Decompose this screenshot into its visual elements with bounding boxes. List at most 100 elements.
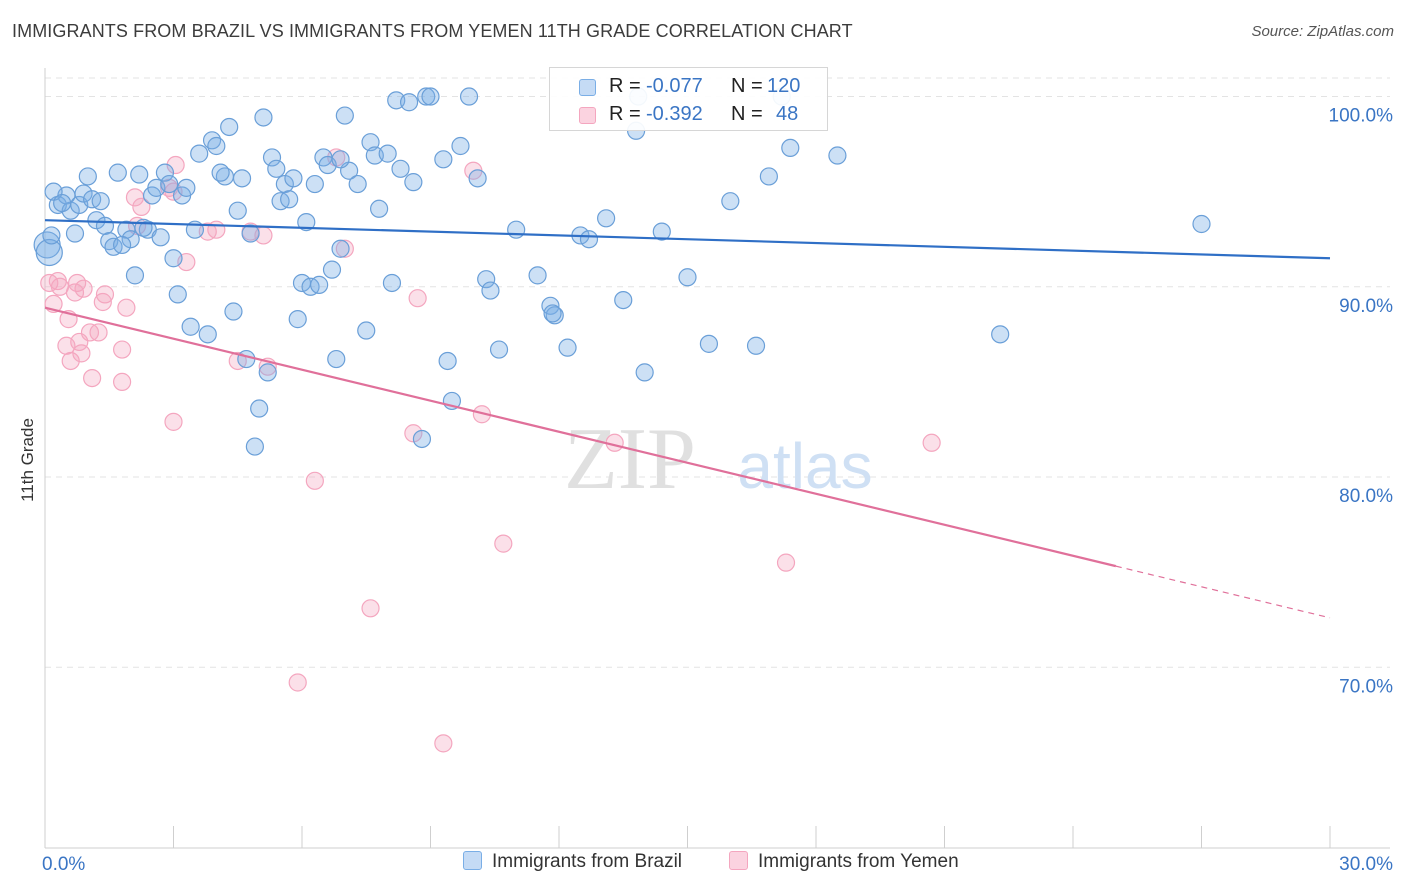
legend-item-brazil: Immigrants from Brazil — [463, 851, 682, 873]
brazil-point — [42, 226, 61, 245]
yemen-point — [288, 673, 307, 692]
brazil-point — [438, 351, 457, 371]
yemen-legend-swatch — [729, 851, 748, 870]
brazil-point — [357, 321, 376, 340]
brazil-point — [245, 437, 264, 456]
brazil-point — [112, 235, 132, 255]
n-label: N = — [731, 103, 763, 125]
n-value-yemen: 48 — [776, 103, 799, 125]
x-tick-label: 0.0% — [42, 854, 85, 875]
yemen-point — [207, 220, 226, 239]
brazil-point — [211, 163, 230, 182]
brazil-point — [207, 136, 226, 156]
brazil-point — [108, 163, 127, 182]
brazil-point — [746, 336, 766, 355]
brazil-point — [331, 150, 350, 169]
brazil-point — [224, 302, 243, 321]
brazil-point — [335, 106, 354, 125]
yemen-point — [89, 323, 108, 342]
brazil-point — [404, 173, 423, 192]
yemen-point — [494, 534, 513, 553]
brazil-point — [254, 108, 273, 127]
yemen-point — [95, 285, 115, 304]
brazil-point — [125, 266, 145, 285]
brazil-point — [348, 174, 367, 194]
brazil-point — [558, 338, 577, 357]
yemen-point — [117, 298, 136, 317]
brazil-point — [250, 399, 269, 418]
y-tick-label: 70.0% — [1339, 676, 1393, 697]
trend-lines — [44, 219, 1331, 619]
brazil-point — [507, 220, 526, 239]
brazil-point — [228, 201, 247, 220]
brazil-point — [164, 249, 183, 268]
brazil-point — [1192, 214, 1211, 234]
brazil-legend-swatch — [463, 851, 482, 870]
brazil-point — [543, 304, 562, 323]
brazil-point — [168, 285, 187, 304]
brazil-point — [177, 178, 196, 197]
r-label: R = — [609, 103, 641, 125]
brazil-point — [391, 159, 410, 178]
legend-label-brazil: Immigrants from Brazil — [492, 851, 683, 872]
yemen-point — [112, 372, 132, 392]
source-label: Source: ZipAtlas.com — [1251, 23, 1394, 40]
brazil-point — [759, 167, 778, 186]
yemen-point — [132, 197, 151, 216]
brazil-point — [284, 169, 303, 188]
stats-legend: R = -0.077 N = 120 R = -0.392 N = 48 — [549, 67, 828, 131]
r-label: R = — [609, 75, 641, 97]
brazil-point — [828, 146, 847, 165]
brazil-point — [181, 317, 200, 336]
brazil-point — [699, 334, 719, 353]
brazil-point — [130, 165, 149, 184]
brazil-point — [721, 192, 740, 211]
brazil-point — [305, 174, 324, 194]
yemen-point — [305, 471, 324, 490]
stats-row-brazil: R = -0.077 N = 120 — [550, 73, 827, 101]
brazil-point — [220, 117, 239, 137]
y-tick-label: 80.0% — [1339, 486, 1393, 507]
yemen-trend-extension — [1115, 565, 1331, 619]
brazil-point — [78, 167, 97, 186]
yemen-point — [335, 239, 354, 258]
brazil-point — [160, 174, 179, 194]
r-value-brazil: -0.077 — [646, 75, 703, 97]
y-tick-label: 90.0% — [1339, 296, 1393, 317]
brazil-point — [327, 349, 346, 369]
brazil-points — [33, 87, 1211, 456]
yemen-point — [776, 553, 796, 572]
brazil-point — [331, 239, 350, 258]
brazil-point — [310, 275, 329, 294]
legend-label-yemen: Immigrants from Yemen — [758, 851, 959, 872]
brazil-swatch — [579, 79, 596, 96]
yemen-point — [48, 271, 67, 291]
tick-labels: 70.0% 80.0% 90.0% 100.0% 0.0% 30.0% — [42, 106, 1393, 875]
brazil-point — [399, 93, 419, 112]
brazil-point — [322, 260, 342, 279]
brazil-point — [781, 138, 800, 158]
brazil-point — [65, 224, 85, 243]
y-tick-label: 100.0% — [1329, 106, 1394, 127]
brazil-point — [258, 363, 277, 382]
yemen-point — [112, 340, 132, 359]
watermark: ZIP atlas — [564, 411, 873, 508]
brazil-point — [597, 209, 616, 228]
brazil-point — [614, 290, 633, 310]
brazil-point — [417, 87, 436, 106]
brazil-point — [232, 169, 252, 188]
brazil-point — [678, 268, 697, 287]
brazil-point — [451, 136, 470, 156]
brazil-point — [412, 429, 432, 449]
brazil-point — [579, 230, 599, 249]
brazil-point — [95, 216, 115, 236]
brazil-point — [35, 238, 63, 267]
yemen-swatch — [579, 107, 596, 124]
brazil-point — [370, 199, 389, 218]
yemen-point — [922, 433, 941, 452]
brazil-point — [541, 296, 560, 315]
n-value-brazil: 120 — [767, 75, 801, 97]
brazil-point — [528, 266, 547, 285]
brazil-point — [190, 144, 209, 163]
